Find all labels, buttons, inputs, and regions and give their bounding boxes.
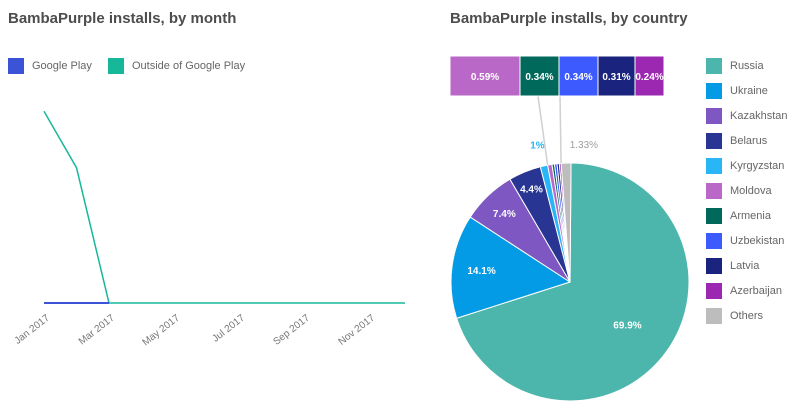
connector-line bbox=[537, 95, 549, 166]
legend-label: Others bbox=[730, 310, 764, 322]
pie-slice-russia[interactable] bbox=[456, 162, 690, 402]
legend-label: Outside of Google Play bbox=[132, 60, 246, 72]
slice-label-kazakhstan: 7.4% bbox=[493, 209, 516, 220]
x-tick-label: Nov 2017 bbox=[337, 312, 378, 347]
connector-line bbox=[559, 95, 562, 164]
x-tick-label: Mar 2017 bbox=[77, 312, 117, 347]
legend-swatch bbox=[706, 158, 722, 174]
x-tick-label: Jul 2017 bbox=[210, 312, 247, 344]
legend-item-google-play[interactable]: Google Play bbox=[8, 58, 92, 74]
legend-swatch bbox=[8, 58, 24, 74]
legend-swatch bbox=[706, 283, 722, 299]
slice-label-kyrgyzstan: 1% bbox=[530, 140, 545, 151]
x-tick-label: Sep 2017 bbox=[272, 312, 313, 347]
legend-item-moldova[interactable]: Moldova bbox=[706, 183, 772, 199]
legend-item-kazakhstan[interactable]: Kazakhstan bbox=[706, 108, 787, 124]
legend-label: Ukraine bbox=[730, 85, 768, 97]
legend-swatch bbox=[706, 83, 722, 99]
detail-bar-segment-latvia[interactable] bbox=[597, 55, 636, 97]
slice-label-russia: 69.9% bbox=[613, 320, 641, 331]
x-tick-label: May 2017 bbox=[141, 312, 183, 348]
legend-swatch bbox=[108, 58, 124, 74]
legend-swatch bbox=[706, 233, 722, 249]
legend-item-ukraine[interactable]: Ukraine bbox=[706, 83, 768, 99]
pie-slice-ukraine[interactable] bbox=[450, 216, 572, 319]
legend-item-russia[interactable]: Russia bbox=[706, 58, 764, 74]
legend-swatch bbox=[706, 58, 722, 74]
pie-chart-title: BambaPurple installs, by country bbox=[450, 10, 688, 27]
legend-label: Latvia bbox=[730, 260, 760, 272]
legend-swatch bbox=[706, 108, 722, 124]
pie-chart: 69.9% 14.1% 7.4% 4.4% 1% 1.33% 0.59% 0.34% 0.34%… bbox=[449, 55, 690, 402]
legend-label: Kyrgyzstan bbox=[730, 160, 785, 172]
x-tick-label: Jan 2017 bbox=[13, 312, 53, 346]
slice-label-belarus: 4.4% bbox=[520, 184, 543, 195]
legend-item-uzbekistan[interactable]: Uzbekistan bbox=[706, 233, 784, 249]
legend-item-latvia[interactable]: Latvia bbox=[706, 258, 759, 274]
legend-label: Google Play bbox=[32, 60, 92, 72]
legend-swatch bbox=[706, 208, 722, 224]
legend-label: Uzbekistan bbox=[730, 235, 785, 247]
detail-bar-label-uzbekistan: 0.34% bbox=[564, 72, 592, 83]
legend-label: Moldova bbox=[730, 185, 772, 197]
legend-item-belarus[interactable]: Belarus bbox=[706, 133, 767, 149]
detail-bar-segment-azerbaijan[interactable] bbox=[634, 55, 665, 97]
detail-bar-segment-armenia[interactable] bbox=[519, 55, 560, 97]
detail-bar-segment-uzbekistan[interactable] bbox=[558, 55, 599, 97]
series-line-outside-google-play[interactable] bbox=[43, 110, 405, 304]
line-chart-title: BambaPurple installs, by month bbox=[8, 10, 237, 27]
legend-item-azerbaijan[interactable]: Azerbaijan bbox=[706, 283, 782, 299]
legend-label: Belarus bbox=[730, 135, 768, 147]
detail-bar-label-azerbaijan: 0.24% bbox=[635, 72, 663, 83]
detail-bar-label-armenia: 0.34% bbox=[525, 72, 553, 83]
slice-label-others: 1.33% bbox=[570, 140, 598, 151]
line-chart: Jan 2017 Mar 2017 May 2017 Jul 2017 Sep 2017… bbox=[13, 110, 405, 348]
legend-swatch bbox=[706, 183, 722, 199]
legend-item-armenia[interactable]: Armenia bbox=[706, 208, 771, 224]
legend-label: Russia bbox=[730, 60, 764, 72]
legend-label: Kazakhstan bbox=[730, 110, 788, 122]
detail-bar-label-latvia: 0.31% bbox=[602, 72, 630, 83]
legend-label: Armenia bbox=[730, 210, 771, 222]
legend-item-others[interactable]: Others bbox=[706, 308, 763, 324]
legend-item-kyrgyzstan[interactable]: Kyrgyzstan bbox=[706, 158, 784, 174]
legend-swatch bbox=[706, 258, 722, 274]
legend-swatch bbox=[706, 133, 722, 149]
legend-item-outside-google-play[interactable]: Outside of Google Play bbox=[108, 58, 245, 74]
legend-label: Azerbaijan bbox=[730, 285, 782, 297]
legend-swatch bbox=[706, 308, 722, 324]
slice-label-ukraine: 14.1% bbox=[467, 266, 495, 277]
detail-bar-label-moldova: 0.59% bbox=[471, 72, 499, 83]
